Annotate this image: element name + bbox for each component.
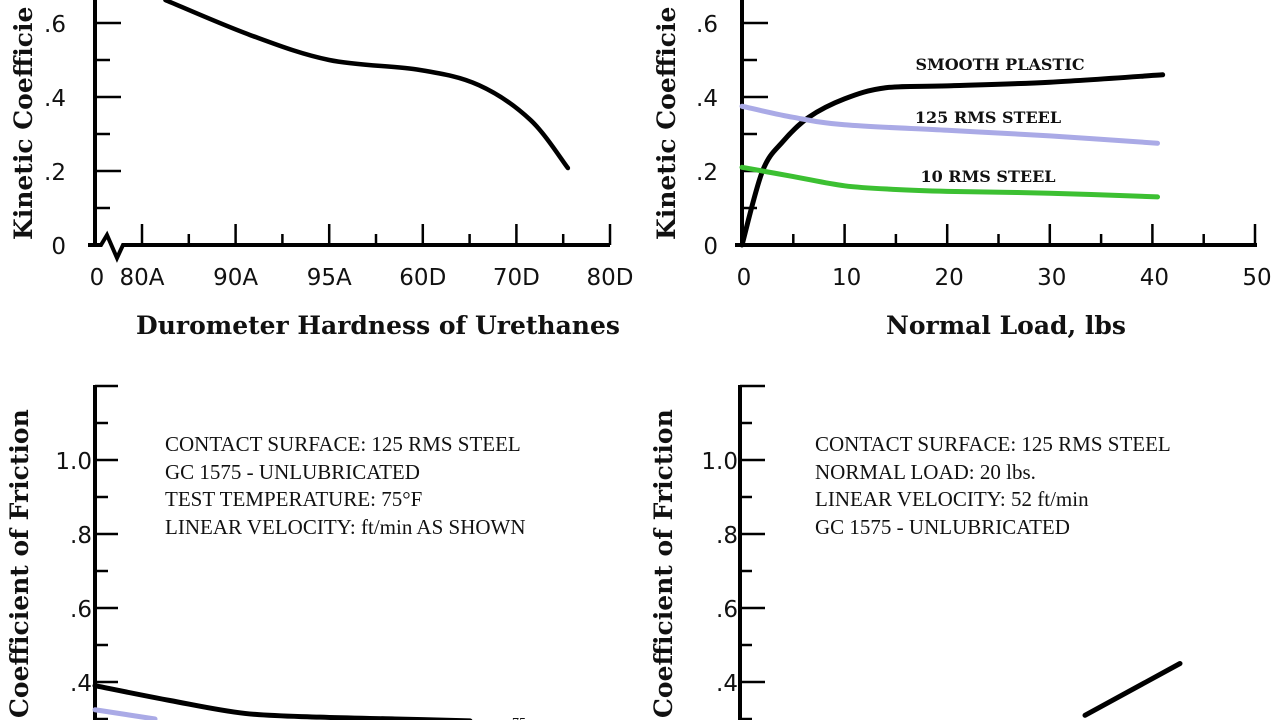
chart1-x-tick-label: 95A (307, 265, 352, 291)
chart2-series-line (742, 75, 1163, 245)
chart2-x-tick-label: 40 (1140, 265, 1169, 291)
series-label-smooth-plastic: SMOOTH PLASTIC (915, 55, 1084, 74)
chart4-y-tick-label: .4 (716, 671, 738, 697)
chart1-x-axis-break (88, 235, 610, 258)
chart4-y-tick-label: .8 (716, 523, 738, 549)
chart4-note-line: GC 1575 - UNLUBRICATED (815, 515, 1070, 539)
chart4-y-axis-title: Coefficient of Friction (649, 409, 678, 718)
series-label-125-rms-steel: 125 RMS STEEL (915, 108, 1061, 127)
chart3-note-line: GC 1575 - UNLUBRICATED (165, 460, 420, 484)
chart3-note-line: CONTACT SURFACE: 125 RMS STEEL (165, 432, 521, 456)
chart1-y-tick-label: .4 (44, 86, 66, 112)
chart1-x-tick-label: 0 (90, 265, 105, 291)
chart1-x-tick-label: 60D (399, 265, 446, 291)
chart3-y-tick-label: .4 (70, 671, 92, 697)
chart3-y-tick-label: .6 (70, 597, 92, 623)
chart2-x-tick-label: 30 (1037, 265, 1066, 291)
chart1-x-tick-label: 80D (587, 265, 634, 291)
chart2-x-tick-label: 20 (935, 265, 964, 291)
chart4-y-tick-label: 1.0 (701, 449, 738, 475)
chart1-x-tick-label: 90A (213, 265, 258, 291)
chart2-y-tick-label: .6 (696, 12, 718, 38)
chart4-note-line: CONTACT SURFACE: 125 RMS STEEL (815, 432, 1171, 456)
chart1-x-tick-label: 70D (493, 265, 540, 291)
chart4-note-line: LINEAR VELOCITY: 52 ft/min (815, 487, 1089, 511)
chart1-y-tick-label: .2 (44, 160, 66, 186)
chart2-y-tick-label: .2 (696, 160, 718, 186)
chart2-x-axis-title: Normal Load, lbs (886, 311, 1126, 340)
chart3-y-axis-title: Coefficient of Friction (5, 409, 34, 718)
chart1-y-axis-title: Kinetic Coefficie (9, 7, 38, 240)
chart2-y-tick-label: .4 (696, 86, 718, 112)
chart3-y-tick-label: .8 (70, 523, 92, 549)
chart1-x-axis-title: Durometer Hardness of Urethanes (136, 311, 620, 340)
chart2-x-tick-label: 50 (1242, 265, 1271, 291)
chart1-y-tick-label: .6 (44, 12, 66, 38)
chart3-curve-label: 75 (512, 716, 526, 720)
chart2-y-tick-label: 0 (703, 234, 718, 260)
chart3-series-line (95, 710, 155, 719)
chart3-series-line (95, 686, 470, 720)
series-label-10-rms-steel: 10 RMS STEEL (920, 167, 1055, 186)
chart3-y-tick-label: 1.0 (55, 449, 92, 475)
chart4-series-line (1085, 664, 1180, 716)
chart4-note-line: NORMAL LOAD: 20 lbs. (815, 460, 1036, 484)
chart1-series-line (165, 0, 567, 168)
chart2-x-tick-label: 0 (737, 265, 752, 291)
chart3-note-line: LINEAR VELOCITY: ft/min AS SHOWN (165, 515, 526, 539)
chart3-note-line: TEST TEMPERATURE: 75°F (165, 487, 422, 511)
chart1-y-tick-label: 0 (51, 234, 66, 260)
chart2-y-axis-title: Kinetic Coefficie (652, 7, 681, 240)
chart4-y-tick-label: .6 (716, 597, 738, 623)
chart2-x-tick-label: 10 (832, 265, 861, 291)
chart1-x-tick-label: 80A (119, 265, 164, 291)
